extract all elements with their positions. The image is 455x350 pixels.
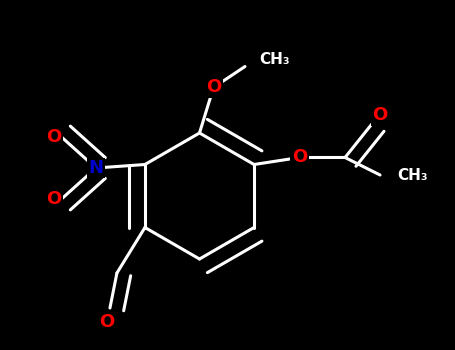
Text: CH₃: CH₃ — [259, 52, 290, 67]
Text: N: N — [88, 159, 103, 177]
Text: O: O — [46, 127, 61, 146]
Text: O: O — [206, 78, 221, 97]
Text: O: O — [99, 313, 114, 331]
Text: O: O — [292, 148, 307, 167]
Text: O: O — [46, 190, 61, 209]
Text: O: O — [373, 106, 388, 125]
Text: CH₃: CH₃ — [398, 168, 428, 182]
